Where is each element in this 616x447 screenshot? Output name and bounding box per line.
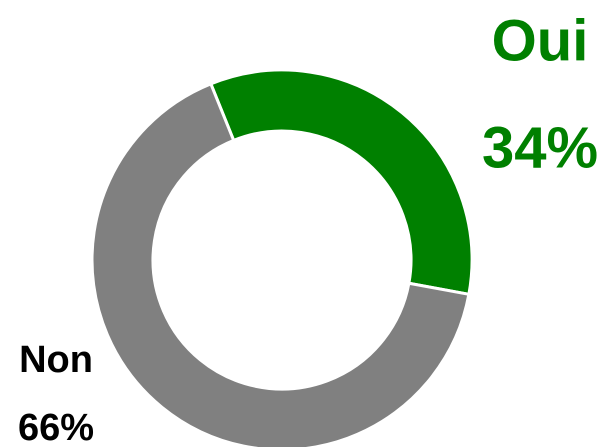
value-label: 34%	[482, 115, 598, 180]
category-label: Non	[19, 339, 93, 381]
value-label: 66%	[18, 407, 94, 447]
donut-segment	[208, 68, 474, 297]
donut-segment	[90, 81, 471, 447]
category-label: Oui	[492, 8, 589, 73]
